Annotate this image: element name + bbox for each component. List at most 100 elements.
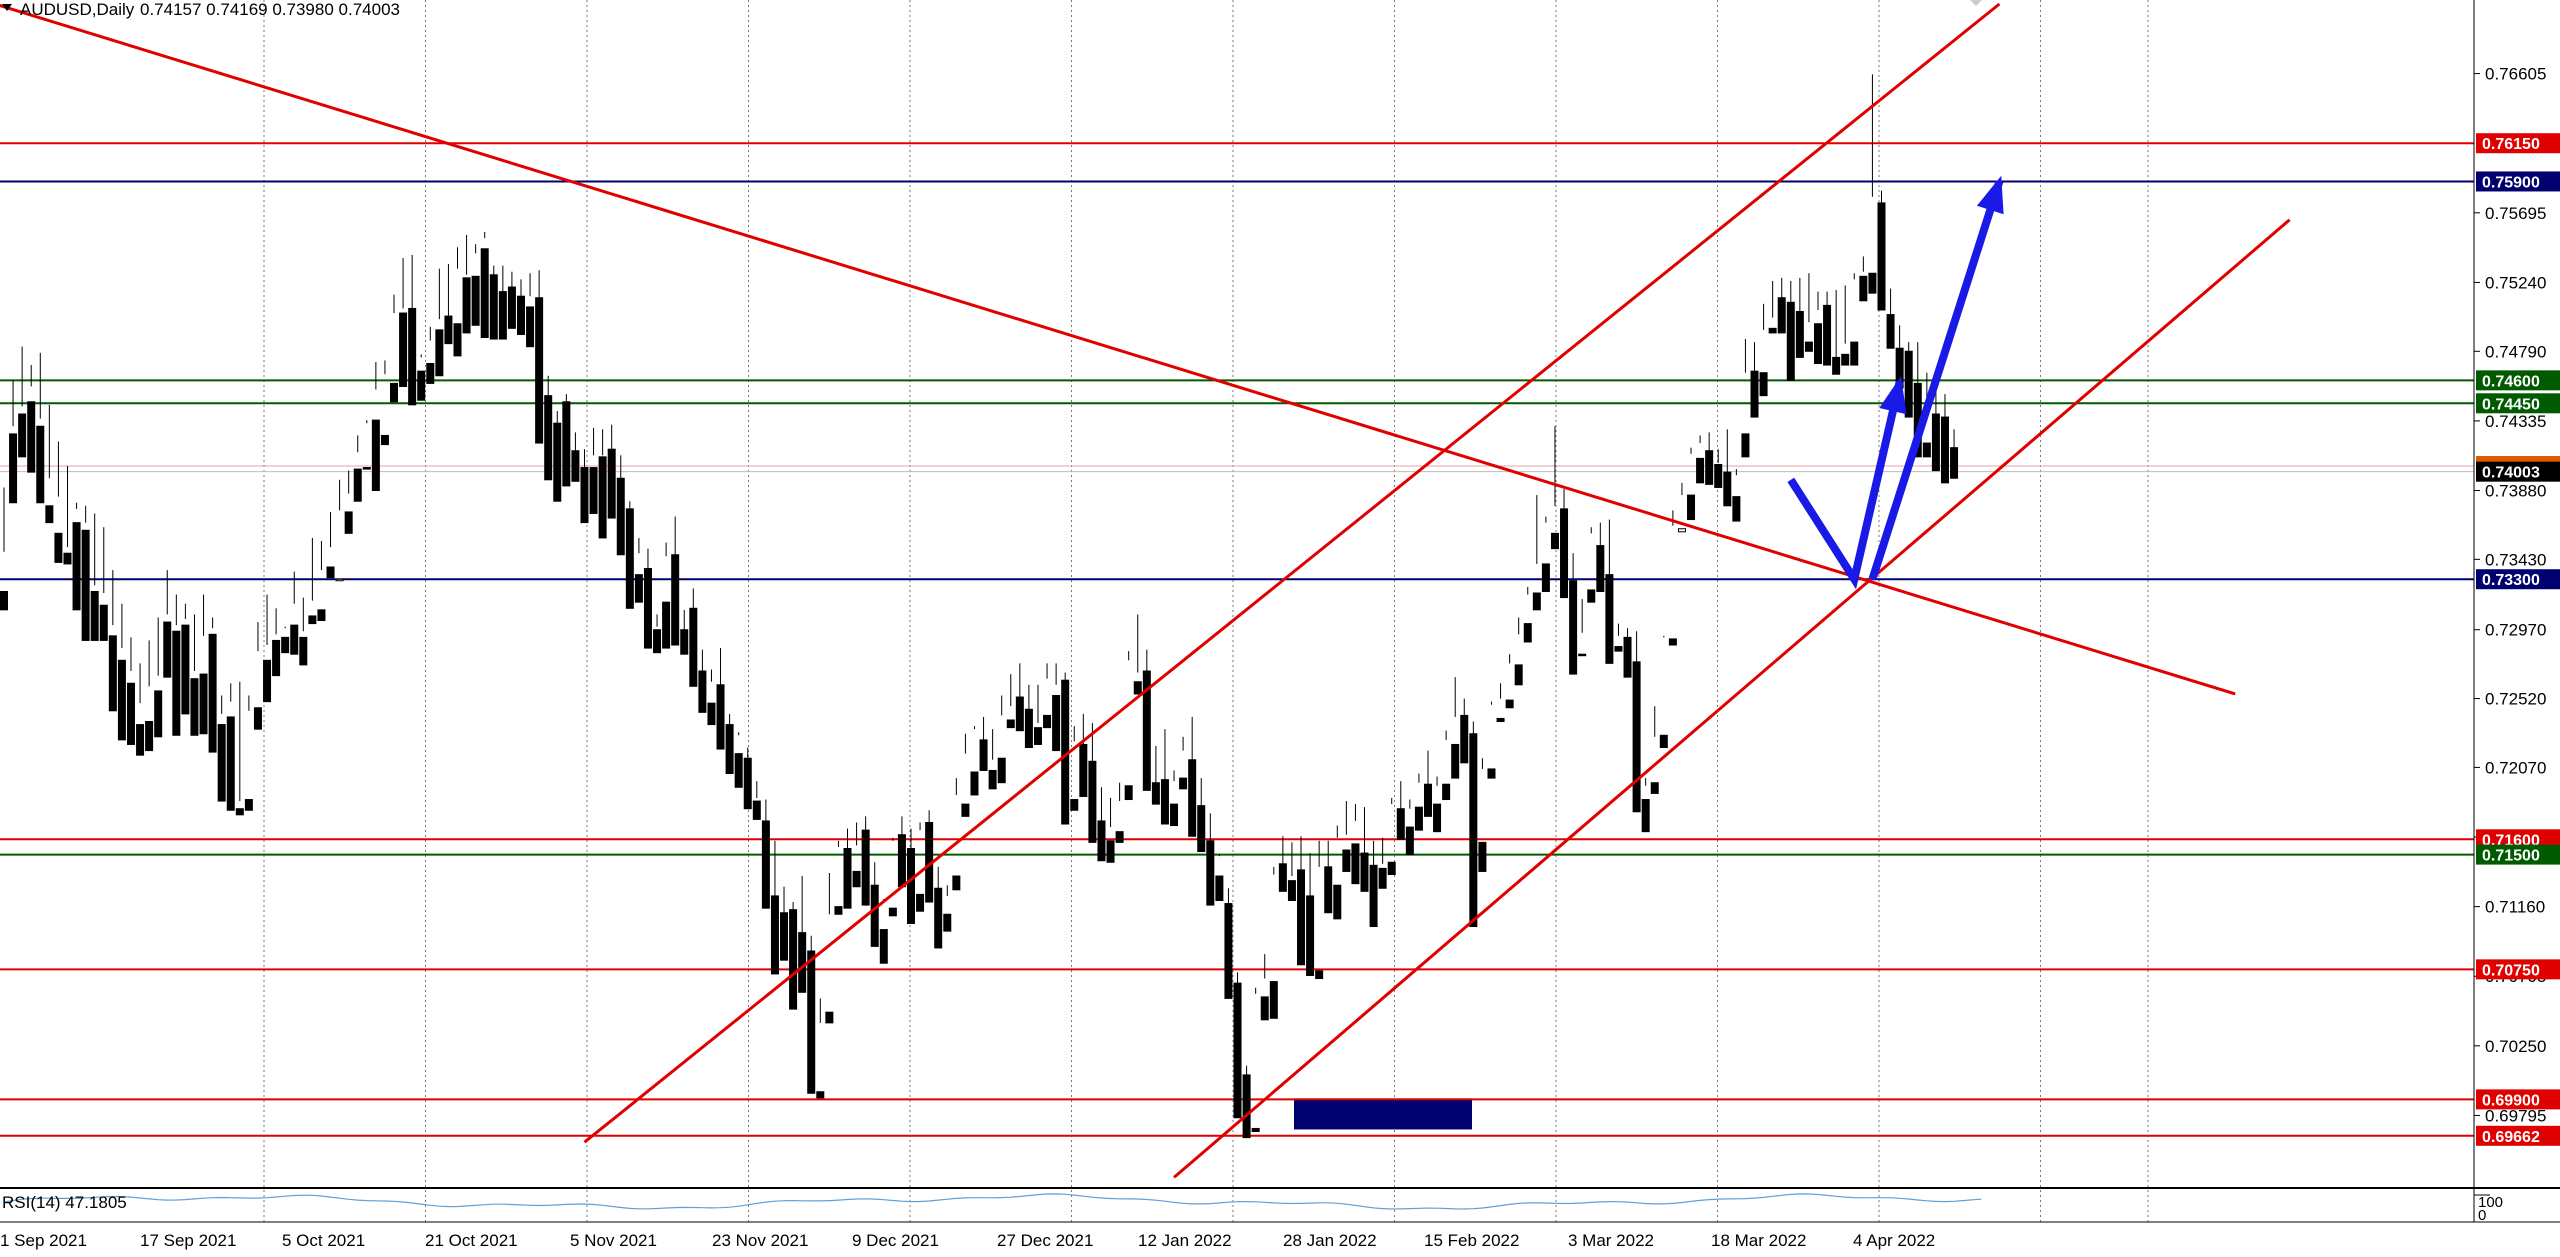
candle-body-bear bbox=[888, 907, 897, 917]
candle bbox=[408, 254, 417, 406]
candle-body-bear bbox=[1659, 734, 1668, 749]
candle bbox=[1478, 758, 1487, 872]
candle-body-bear bbox=[390, 382, 399, 403]
candle-body-bear bbox=[444, 315, 453, 345]
candle bbox=[1868, 74, 1877, 294]
candle bbox=[1061, 672, 1070, 825]
candle-body-bear bbox=[961, 803, 970, 817]
candle-body-bear bbox=[1233, 982, 1242, 1119]
candle bbox=[1732, 469, 1741, 522]
candle bbox=[281, 626, 290, 654]
candle-body-bear bbox=[1124, 785, 1133, 801]
dropdown-triangle-icon[interactable] bbox=[2, 4, 12, 11]
candle-body-bear bbox=[634, 574, 643, 603]
candle bbox=[317, 540, 326, 622]
candle-body-bear bbox=[616, 477, 625, 556]
candle-body-bear bbox=[1496, 717, 1505, 723]
candle bbox=[390, 294, 399, 403]
candle-body-bear bbox=[1024, 708, 1033, 749]
candle-body-bear bbox=[462, 277, 471, 334]
candle bbox=[1859, 256, 1868, 302]
candle-body-bear bbox=[1478, 841, 1487, 872]
candle bbox=[970, 726, 979, 796]
candle-body-bear bbox=[1378, 867, 1387, 889]
candle-body-bear bbox=[1115, 831, 1124, 843]
candle bbox=[816, 998, 825, 1099]
candle-body-bear bbox=[1215, 875, 1224, 902]
forecast-arrows bbox=[1787, 0, 2004, 590]
candle bbox=[1306, 853, 1315, 976]
candle-body-bear bbox=[1242, 1074, 1251, 1139]
candle bbox=[843, 828, 852, 909]
candle-body-bear bbox=[1550, 532, 1559, 550]
candle bbox=[1052, 663, 1061, 752]
candle-body-bear bbox=[807, 950, 816, 1094]
level-price-tag: 0.69662 bbox=[2482, 1129, 2540, 1146]
candle-body-bear bbox=[1886, 314, 1895, 349]
candle-body-bear bbox=[907, 847, 915, 924]
rsi-label: RSI(14) 47.1805 bbox=[2, 1193, 127, 1212]
time-tick-label: 28 Jan 2022 bbox=[1283, 1231, 1377, 1250]
forecast-arrow bbox=[1868, 180, 2004, 581]
candle bbox=[1387, 798, 1396, 875]
candle bbox=[1351, 804, 1360, 885]
candle bbox=[535, 270, 544, 444]
candle bbox=[498, 265, 507, 340]
candle bbox=[1904, 342, 1913, 418]
rsi-axis-min: 0 bbox=[2478, 1207, 2486, 1224]
candle bbox=[825, 872, 834, 1024]
time-tick-label: 9 Dec 2021 bbox=[852, 1231, 939, 1250]
candle bbox=[208, 617, 217, 753]
candle bbox=[1133, 614, 1142, 695]
trend-line bbox=[0, 3, 2236, 696]
candle bbox=[653, 614, 662, 654]
price-tick-label: 0.74790 bbox=[2485, 342, 2546, 361]
candle-body-bear bbox=[480, 248, 489, 339]
time-tick-label: 15 Feb 2022 bbox=[1424, 1231, 1519, 1250]
candle-body-bear bbox=[1741, 433, 1750, 458]
candle bbox=[471, 244, 480, 326]
candle bbox=[45, 404, 54, 524]
candle bbox=[126, 637, 135, 745]
candle-body-bear bbox=[1632, 661, 1641, 813]
candle-body-bear bbox=[1814, 323, 1822, 365]
candle-body-bear bbox=[1759, 372, 1768, 397]
candle bbox=[145, 640, 154, 752]
candle-body-bear bbox=[1405, 826, 1414, 856]
candle bbox=[1442, 730, 1451, 801]
candle bbox=[344, 470, 353, 534]
candle bbox=[961, 733, 970, 817]
candle bbox=[698, 649, 707, 713]
candle bbox=[1850, 273, 1859, 366]
candle-body-bear bbox=[1342, 849, 1351, 872]
candle bbox=[190, 614, 199, 736]
candle bbox=[598, 429, 607, 539]
candle-body-bear bbox=[943, 913, 952, 932]
time-tick-label: 23 Nov 2021 bbox=[712, 1231, 808, 1250]
candle bbox=[770, 840, 779, 975]
candle bbox=[1233, 972, 1242, 1119]
candle bbox=[1950, 429, 1959, 479]
candle bbox=[1804, 273, 1813, 352]
candle-body-bear bbox=[1297, 869, 1306, 966]
level-price-tag-bg bbox=[2476, 1125, 2560, 1146]
candle-body-bear bbox=[1696, 457, 1705, 484]
candle bbox=[108, 570, 117, 712]
candle-body-bear bbox=[716, 684, 725, 750]
candle-body-bear bbox=[81, 529, 90, 641]
candle bbox=[1006, 674, 1015, 729]
candle-body-bear bbox=[734, 753, 743, 788]
level-price-tag: 0.71500 bbox=[2482, 848, 2540, 865]
candle bbox=[217, 695, 226, 802]
candle-body-bear bbox=[1151, 782, 1160, 805]
candle-body-bear bbox=[1433, 803, 1442, 833]
candle-body-bear bbox=[426, 363, 435, 384]
candle-body-bear bbox=[1650, 782, 1659, 794]
candle bbox=[580, 449, 589, 524]
candle-body-bear bbox=[108, 635, 117, 712]
candle bbox=[1705, 432, 1714, 485]
candle bbox=[734, 732, 743, 788]
candle bbox=[90, 513, 99, 641]
